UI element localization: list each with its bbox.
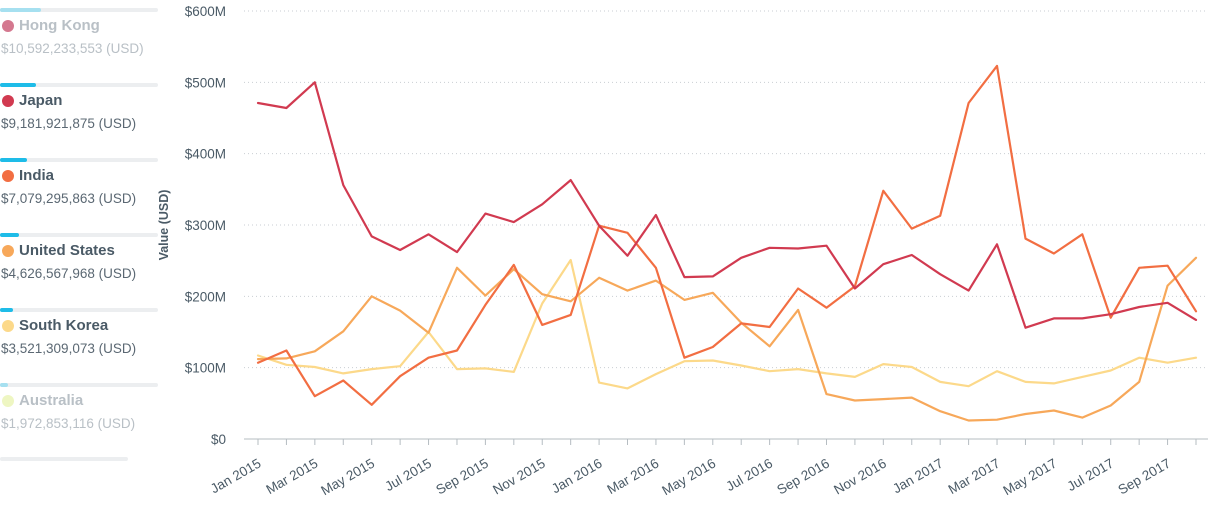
legend-item-australia[interactable]: Australia $1,972,853,116 (USD) (0, 375, 170, 450)
y-tick-label: $600M (185, 4, 226, 19)
x-tick-label: Jan 2015 (208, 456, 264, 497)
x-tick-label: Mar 2016 (605, 456, 662, 498)
legend-item-japan[interactable]: Japan $9,181,921,875 (USD) (0, 75, 170, 150)
x-tick-label: Sep 2017 (1116, 456, 1174, 498)
legend-item-united-states[interactable]: United States $4,626,567,968 (USD) (0, 225, 170, 300)
x-tick-label: Jul 2017 (1065, 456, 1117, 495)
legend-share-track (0, 8, 158, 12)
legend-item-south-korea[interactable]: South Korea $3,521,309,073 (USD) (0, 300, 170, 375)
legend-share-track (0, 308, 158, 312)
y-tick-label: $100M (185, 361, 226, 376)
legend-footer-bar (0, 457, 128, 461)
x-tick-label: May 2016 (659, 456, 718, 499)
legend-item-value: $7,079,295,863 (USD) (1, 191, 137, 206)
legend-item-name: India (19, 167, 55, 184)
legend-share-bar (0, 83, 37, 87)
series-line-south-korea (256, 258, 1198, 390)
x-tick-label: Nov 2015 (490, 456, 548, 498)
legend-item-value: $1,972,853,116 (USD) (1, 416, 136, 431)
legend-item-name: Australia (19, 392, 84, 409)
legend-dot-icon (2, 245, 14, 257)
legend-share-track (0, 83, 158, 87)
legend-share-bar (0, 308, 13, 312)
x-tick-label: Nov 2016 (831, 456, 889, 498)
x-tick-label: Mar 2015 (263, 456, 320, 498)
y-tick-label: $500M (185, 75, 226, 90)
series-lines (256, 64, 1198, 422)
legend-dot-icon (2, 20, 14, 32)
legend-dot-icon (2, 170, 14, 182)
legend-share-bar (0, 8, 42, 12)
legend-share-track (0, 383, 158, 387)
series-line-united-states (256, 256, 1198, 422)
series-line-japan (256, 81, 1198, 329)
x-tick-label: Jul 2016 (723, 456, 775, 495)
x-tick-label: Jan 2017 (890, 456, 946, 497)
x-tick-label: May 2015 (318, 456, 377, 499)
legend-item-value: $4,626,567,968 (USD) (1, 266, 137, 281)
y-tick-label: $0 (211, 432, 226, 447)
legend-dot-icon (2, 395, 14, 407)
legend-share-track (0, 158, 158, 162)
legend-item-value: $9,181,921,875 (USD) (1, 116, 137, 131)
legend-share-bar (0, 158, 27, 162)
legend-item-name: Hong Kong (19, 17, 100, 34)
y-tick-label: $400M (185, 147, 226, 162)
x-tick-label: Sep 2015 (433, 456, 491, 498)
x-tick-label: Jul 2015 (382, 456, 434, 495)
legend-item-india[interactable]: India $7,079,295,863 (USD) (0, 150, 170, 225)
legend-dot-icon (2, 320, 14, 332)
legend-item-name: United States (19, 242, 115, 259)
legend-item-value: $10,592,233,553 (USD) (1, 41, 144, 56)
grid-lines (244, 10, 1208, 369)
x-tick-label: Sep 2016 (774, 456, 832, 498)
y-axis: $0 $100M $200M $300M $400M $500M $600M (185, 4, 226, 447)
y-tick-label: $200M (185, 289, 226, 304)
legend-item-hong-kong[interactable]: Hong Kong $10,592,233,553 (USD) (0, 0, 170, 75)
y-tick-label: $300M (185, 218, 226, 233)
x-tick-label: May 2017 (1001, 456, 1060, 499)
legend-share-bar (0, 383, 8, 387)
legend-item-name: South Korea (19, 317, 109, 334)
legend-dot-icon (2, 95, 14, 107)
legend-share-track (0, 233, 158, 237)
x-tick-label: Mar 2017 (946, 456, 1003, 498)
y-axis-title: Value (USD) (157, 190, 171, 261)
legend-item-name: Japan (19, 92, 63, 109)
x-tick-label: Jan 2016 (549, 456, 605, 497)
legend-item-value: $3,521,309,073 (USD) (1, 341, 137, 356)
legend-share-bar (0, 233, 19, 237)
series-line-india (256, 64, 1198, 406)
